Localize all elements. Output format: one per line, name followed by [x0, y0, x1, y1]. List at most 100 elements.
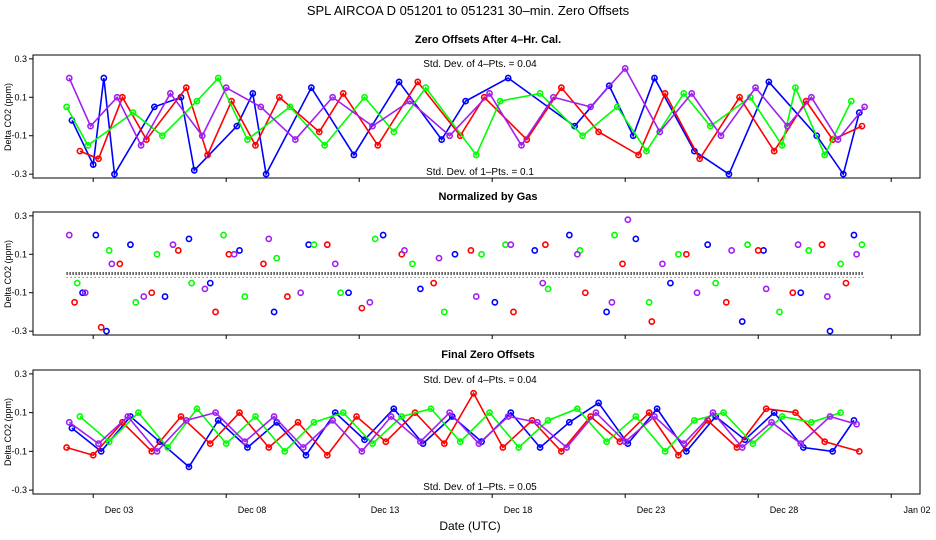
data-point-red: [260, 260, 267, 268]
data-point-red: [315, 128, 323, 136]
data-point-red: [645, 409, 653, 417]
data-point-blue: [185, 235, 193, 243]
data-point-purple: [87, 122, 94, 130]
data-point-purple: [406, 97, 414, 105]
data-point-green: [579, 132, 587, 140]
data-point-red: [581, 289, 589, 297]
y-tick-label: -0.3: [11, 326, 27, 336]
panel-2-title: Normalized by Gas: [438, 191, 537, 203]
data-point-purple: [794, 241, 802, 249]
data-point-red: [174, 247, 182, 254]
data-point-green: [603, 438, 610, 446]
data-point-green: [281, 447, 289, 455]
data-point-purple: [656, 128, 664, 136]
data-point-purple: [504, 413, 512, 420]
data-point-red: [148, 289, 156, 297]
data-point-purple: [823, 293, 831, 300]
plot-frame: [32, 211, 921, 336]
data-point-blue: [350, 151, 358, 159]
data-point-purple: [270, 413, 278, 420]
data-point-green: [632, 413, 640, 420]
data-point-blue: [565, 231, 573, 239]
data-point-blue: [305, 241, 313, 249]
data-point-blue: [100, 74, 108, 82]
series-line-blue: [71, 401, 855, 469]
data-point-red: [595, 128, 602, 136]
data-point-purple: [435, 254, 443, 262]
data-point-purple: [752, 84, 759, 92]
data-point-green: [241, 293, 249, 300]
series-line-red: [66, 391, 860, 457]
data-point-green: [153, 250, 161, 258]
data-point-red: [89, 451, 97, 459]
data-point-red: [204, 151, 211, 159]
panel-3-title: Final Zero Offsets: [441, 349, 535, 361]
data-point-blue: [190, 166, 198, 174]
data-point-purple: [592, 409, 600, 417]
data-point-blue: [127, 241, 134, 249]
series-line-red: [79, 80, 863, 161]
data-point-blue: [839, 170, 847, 178]
data-point-purple: [329, 93, 336, 101]
data-point-blue: [270, 308, 278, 316]
data-point-green: [837, 260, 845, 268]
data-point-red: [722, 298, 730, 306]
data-point-green: [132, 298, 140, 306]
data-point-green: [472, 151, 480, 159]
data-point-purple: [95, 440, 102, 448]
data-point-purple: [299, 444, 307, 451]
data-point-purple: [608, 298, 616, 306]
panel-3-ylabel: Delta CO2 (ppm): [3, 398, 13, 466]
data-point-blue: [244, 444, 251, 451]
data-point-red: [510, 308, 517, 316]
data-point-purple: [169, 241, 177, 249]
data-point-blue: [667, 279, 674, 287]
data-point-blue: [214, 416, 222, 424]
data-point-green: [805, 247, 813, 254]
data-point-red: [661, 90, 669, 97]
data-point-red: [95, 155, 102, 163]
data-point-red: [762, 405, 770, 413]
data-point-green: [398, 413, 406, 420]
data-point-blue: [233, 122, 241, 130]
data-point-green: [339, 409, 347, 417]
data-point-blue: [565, 418, 573, 426]
data-point-blue: [185, 463, 193, 471]
data-point-blue: [850, 231, 858, 239]
data-point-green: [573, 405, 581, 413]
data-point-red: [71, 298, 78, 306]
y-tick-label: 0.3: [14, 54, 27, 64]
data-point-blue: [68, 424, 76, 432]
data-point-blue: [462, 97, 469, 105]
data-point-green: [220, 231, 227, 239]
data-point-purple: [587, 103, 595, 111]
data-point-blue: [262, 170, 270, 178]
data-point-purple: [738, 444, 746, 451]
data-point-red: [682, 250, 690, 258]
data-point-blue: [531, 247, 539, 254]
data-point-green: [105, 247, 113, 254]
data-point-blue: [345, 289, 352, 297]
data-point-purple: [563, 444, 571, 451]
data-point-green: [371, 235, 379, 243]
data-point-purple: [182, 416, 190, 424]
data-point-green: [808, 418, 815, 426]
data-point-green: [778, 413, 786, 420]
data-point-purple: [212, 409, 219, 417]
data-point-purple: [65, 74, 73, 82]
data-point-purple: [659, 260, 666, 268]
data-point-red: [212, 308, 219, 316]
data-point-purple: [549, 93, 557, 101]
data-point-purple: [222, 84, 230, 92]
data-point-red: [635, 151, 642, 159]
data-point-blue: [79, 289, 86, 297]
data-point-red: [414, 78, 422, 86]
data-point-green: [193, 405, 201, 413]
data-point-green: [188, 279, 196, 287]
data-point-green: [611, 231, 618, 239]
data-point-purple: [651, 413, 658, 420]
data-point-purple: [797, 440, 805, 448]
data-point-blue: [855, 109, 863, 117]
data-point-green: [613, 103, 621, 111]
